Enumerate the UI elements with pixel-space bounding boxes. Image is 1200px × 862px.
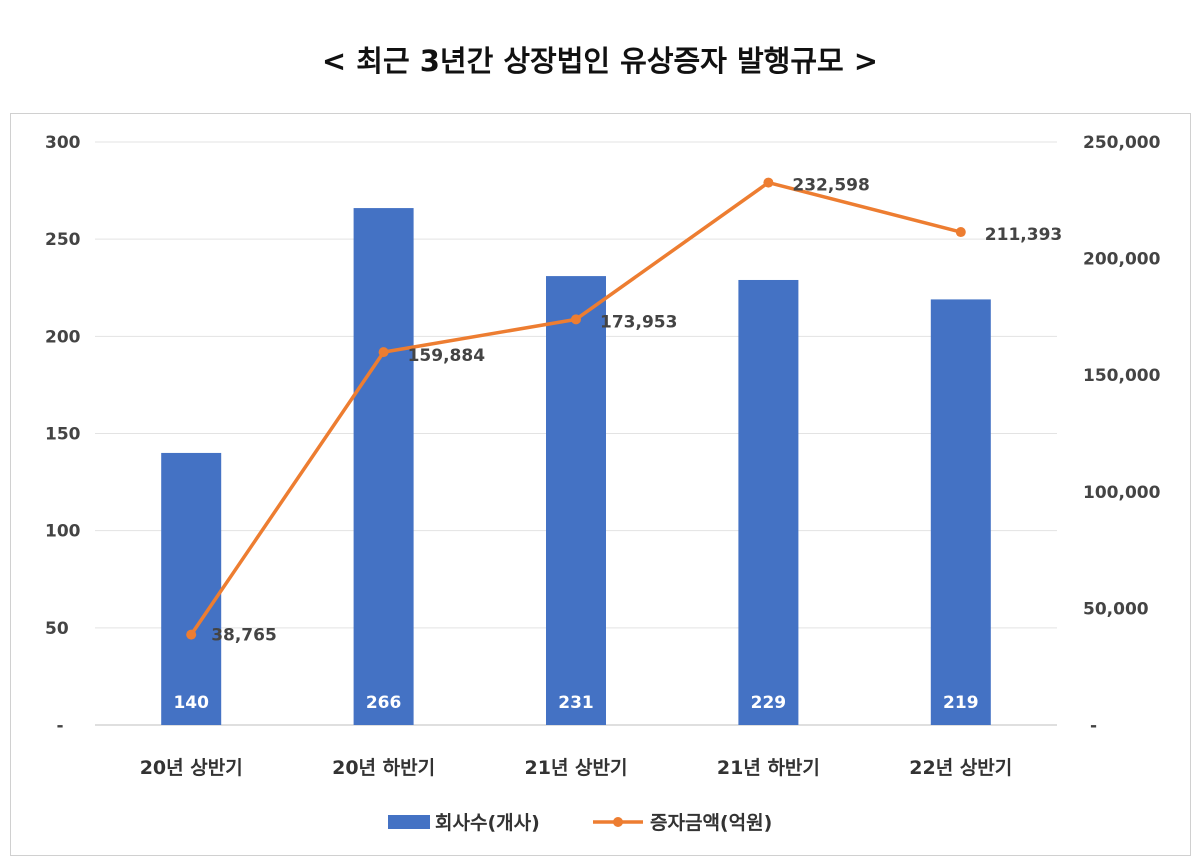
- bar-data-label: 140: [173, 693, 209, 713]
- category-label: 21년 하반기: [717, 757, 820, 779]
- line-point: [763, 177, 774, 188]
- left-tick-label: 150: [45, 425, 81, 445]
- bar-data-label: 266: [366, 693, 402, 713]
- line-point: [378, 347, 389, 358]
- bar-data-label: 229: [751, 693, 787, 713]
- legend-line-marker: [613, 817, 623, 827]
- category-label: 21년 상반기: [525, 757, 628, 779]
- line-data-label: 38,765: [211, 626, 277, 646]
- line-data-label: 159,884: [408, 346, 486, 366]
- right-tick-label: 250,000: [1083, 133, 1161, 153]
- line-data-label: 173,953: [600, 312, 677, 332]
- left-tick-label: 100: [45, 522, 81, 542]
- line-point: [571, 314, 581, 325]
- bar: [930, 299, 991, 725]
- chart-frame: [10, 113, 1191, 856]
- bar: [353, 208, 414, 725]
- bar: [546, 276, 606, 725]
- category-label: 20년 상반기: [140, 757, 243, 779]
- right-tick-label: -: [1090, 716, 1097, 736]
- right-tick-label: 150,000: [1083, 366, 1161, 386]
- line-data-label: 232,598: [792, 176, 869, 196]
- line-point: [186, 629, 197, 640]
- legend-line-label: 증자금액(억원): [650, 812, 772, 834]
- legend-bar-label: 회사수(개사): [435, 812, 540, 834]
- category-label: 22년 상반기: [909, 757, 1012, 779]
- chart-title: < 최근 3년간 상장법인 유상증자 발행규모 >: [321, 44, 879, 78]
- left-tick-label: -: [56, 716, 63, 736]
- category-label: 20년 하반기: [332, 757, 435, 779]
- line-point: [955, 227, 966, 238]
- bar-data-label: 219: [943, 693, 979, 713]
- left-tick-label: 50: [45, 619, 69, 639]
- bar: [738, 279, 799, 725]
- left-tick-label: 250: [45, 230, 81, 250]
- bar: [161, 452, 222, 725]
- right-tick-label: 100,000: [1083, 483, 1161, 503]
- left-tick-label: 200: [45, 327, 81, 347]
- right-tick-label: 200,000: [1083, 250, 1161, 270]
- left-tick-label: 300: [45, 133, 81, 153]
- line-data-label: 211,393: [985, 225, 1062, 245]
- bar-data-label: 231: [558, 693, 594, 713]
- right-tick-label: 50,000: [1083, 599, 1149, 619]
- legend-bar-swatch: [388, 815, 430, 829]
